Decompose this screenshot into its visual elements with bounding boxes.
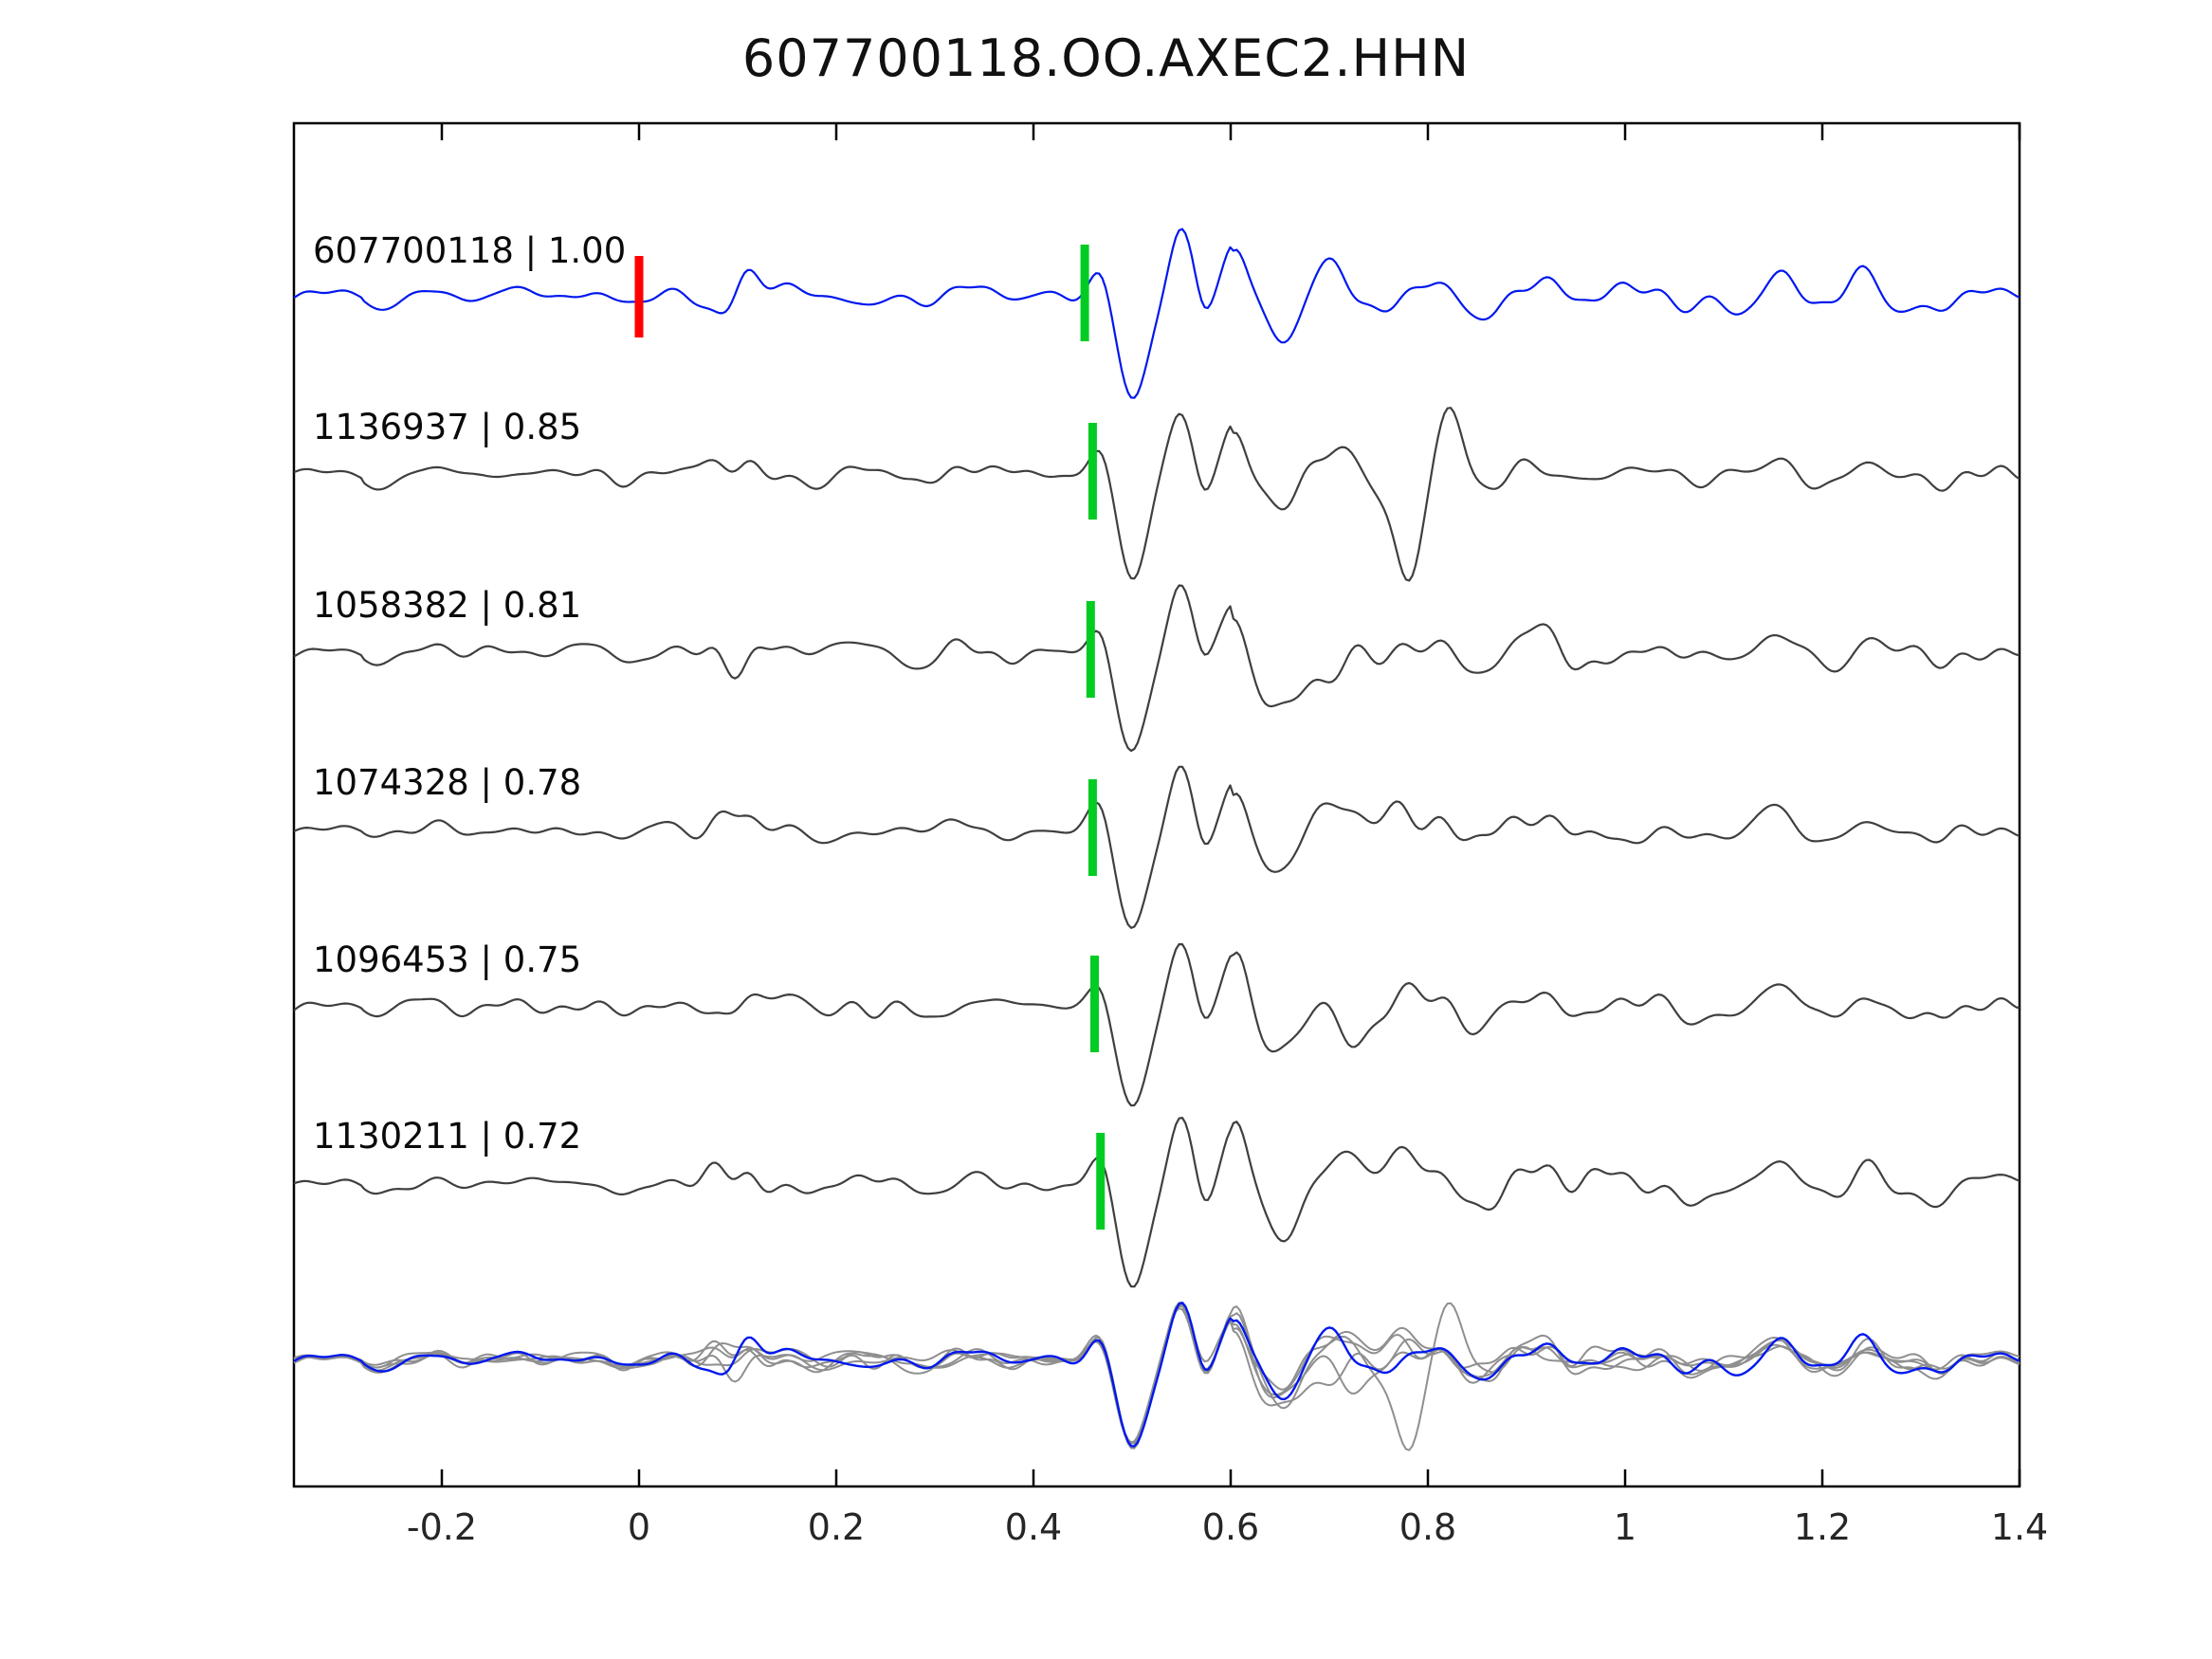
waveform-trace-1136937 <box>293 407 2020 582</box>
x-tick-label: 1.2 <box>1794 1506 1851 1548</box>
x-tick-label: 1 <box>1614 1506 1636 1548</box>
alignment-pick-marker <box>1088 423 1097 520</box>
waveform-trace-1058382 <box>293 584 2020 753</box>
trace-label-match-3: 1074328 | 0.78 <box>313 762 582 803</box>
x-tick-label: 0.4 <box>1005 1506 1062 1548</box>
x-tick-label: 0.8 <box>1399 1506 1456 1548</box>
x-tick-label: 1.4 <box>1991 1506 2048 1548</box>
waveform-trace-1096453 <box>293 942 2020 1107</box>
trace-label-match-5: 1130211 | 0.72 <box>313 1116 582 1157</box>
plot-border <box>292 121 2021 1488</box>
waveform-trace-1074328 <box>293 765 2020 929</box>
alignment-pick-marker <box>1089 956 1099 1052</box>
trace-label-reference: 607700118 | 1.00 <box>313 230 627 271</box>
waveform-trace-607700118 <box>293 228 2020 399</box>
x-tick-label: 0.6 <box>1202 1506 1259 1548</box>
x-tick-label: 0.2 <box>808 1506 865 1548</box>
reference-pick-marker <box>634 256 644 337</box>
trace-label-match-2: 1058382 | 0.81 <box>313 585 582 626</box>
alignment-pick-marker <box>1096 1133 1106 1230</box>
alignment-pick-marker <box>1086 601 1095 698</box>
trace-label-match-1: 1136937 | 0.85 <box>313 407 582 447</box>
chart-title: 607700118.OO.AXEC2.HHN <box>741 28 1471 88</box>
overlay-reference-trace <box>293 1302 2020 1448</box>
trace-label-match-4: 1096453 | 0.75 <box>313 939 582 980</box>
waveform-trace-1130211 <box>293 1117 2020 1288</box>
x-tick-label: -0.2 <box>407 1506 477 1548</box>
alignment-pick-marker <box>1080 245 1089 341</box>
alignment-pick-marker <box>1088 779 1097 876</box>
x-tick-label: 0 <box>628 1506 650 1548</box>
